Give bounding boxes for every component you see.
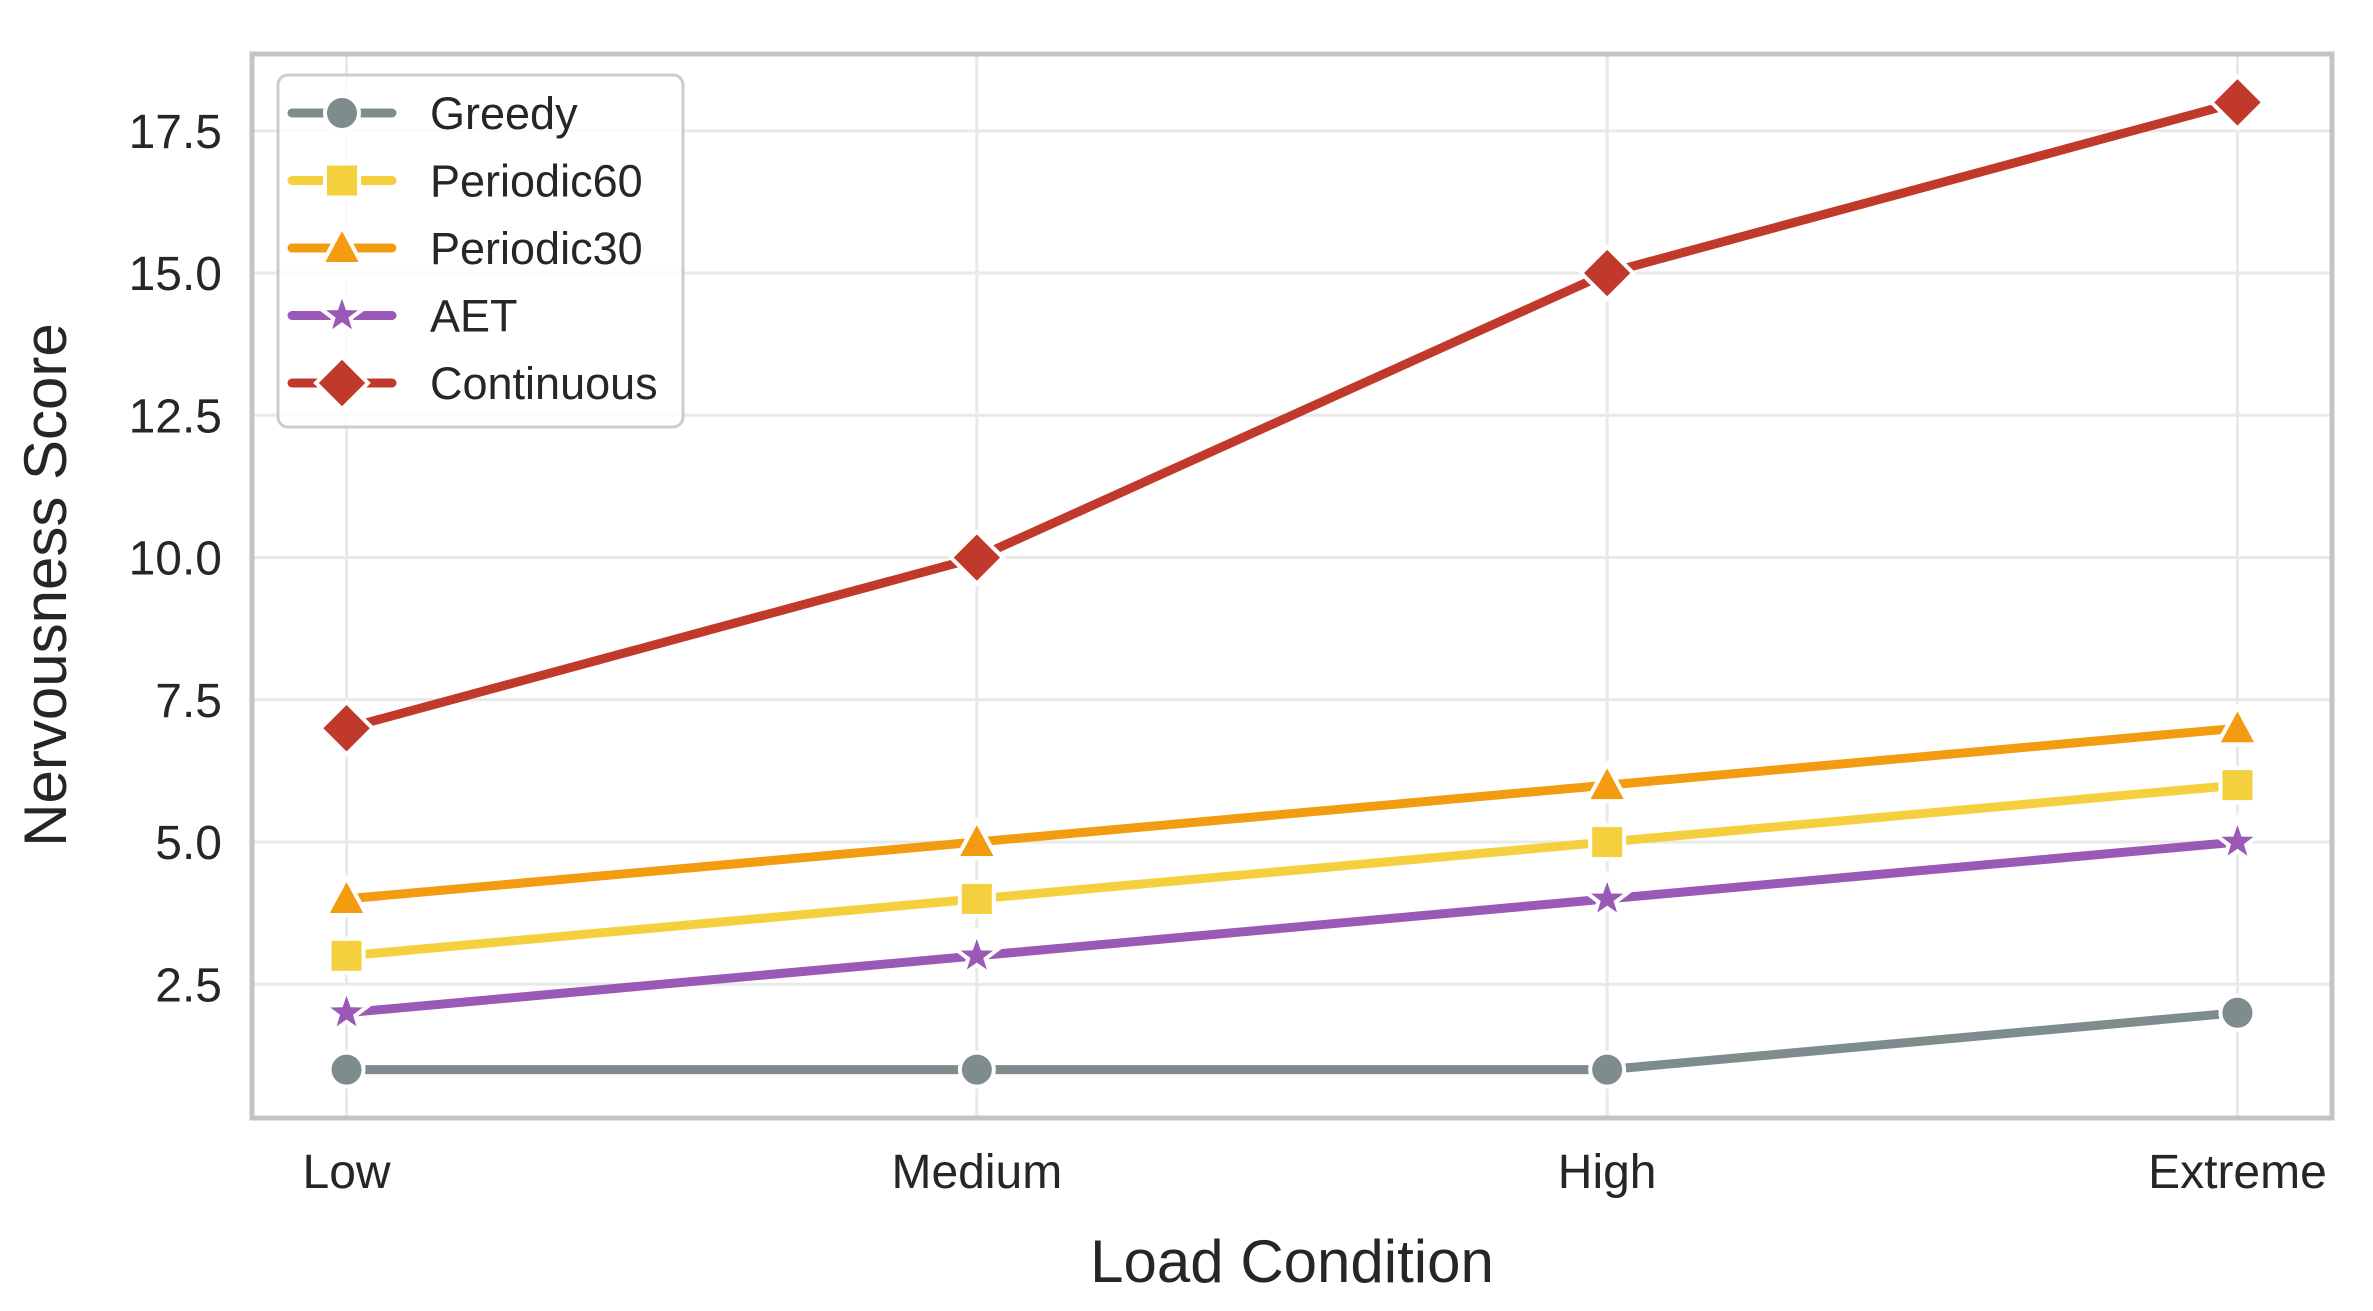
legend-item-periodic60: Periodic60 <box>287 156 643 207</box>
data-point-marker <box>957 1050 996 1089</box>
y-tick-label: 5.0 <box>155 817 222 870</box>
axes-spine <box>249 51 2335 1121</box>
data-point-marker <box>948 528 1006 587</box>
series-line <box>342 837 2242 1018</box>
axis-ticks: 2.5 5.0 7.5 10.0 12.5 15.0 17.5 Low Medium High Ex… <box>129 106 2327 1199</box>
series-periodic60 <box>327 766 2257 975</box>
data-point-marker <box>327 1050 366 1089</box>
data-point-marker <box>1588 823 1627 862</box>
data-point-marker <box>949 926 1005 980</box>
x-tick-label: Extreme <box>2148 1146 2327 1199</box>
y-tick-label: 7.5 <box>155 675 222 728</box>
data-point-marker <box>2218 766 2257 805</box>
series-aet <box>318 812 2266 1037</box>
series-line <box>342 1008 2242 1075</box>
legend-item-continuous: Continuous <box>287 354 658 412</box>
series-continuous <box>317 73 2267 758</box>
legend-label: Periodic60 <box>430 156 643 207</box>
data-point-marker <box>2208 73 2267 132</box>
series-line <box>342 780 2242 961</box>
data-point-marker <box>1578 244 1636 302</box>
series-line <box>342 723 2242 904</box>
x-axis-label: Load Condition <box>1090 1228 1494 1295</box>
data-point-marker <box>1588 1050 1627 1089</box>
y-axis-label: Nervousness Score <box>12 323 79 847</box>
legend-label: Greedy <box>430 88 578 139</box>
y-tick-label: 12.5 <box>129 390 222 443</box>
data-point-marker <box>2214 703 2261 747</box>
series-line <box>342 97 2242 733</box>
data-point-marker <box>323 873 370 917</box>
y-tick-label: 2.5 <box>155 959 222 1012</box>
legend-label: Continuous <box>430 358 658 409</box>
plot-border <box>249 51 2335 1121</box>
series-greedy <box>327 993 2257 1089</box>
data-point-marker <box>957 879 996 918</box>
x-tick-label: High <box>1558 1146 1657 1199</box>
legend-item-aet: AET <box>287 286 518 342</box>
data-point-marker <box>1583 759 1631 804</box>
y-tick-label: 15.0 <box>129 248 222 301</box>
x-tick-label: Low <box>303 1146 391 1199</box>
legend-marker <box>323 94 361 132</box>
data-point-marker <box>1579 869 1635 923</box>
legend-label: Periodic30 <box>430 223 643 274</box>
legend-marker <box>323 161 361 200</box>
series-periodic30 <box>323 703 2261 917</box>
legend-label: AET <box>430 291 518 342</box>
data-point-marker <box>953 816 1001 861</box>
legend-item-greedy: Greedy <box>287 88 578 139</box>
data-point-marker <box>2218 993 2257 1032</box>
data-point-marker <box>327 936 366 975</box>
data-series <box>317 73 2267 1089</box>
y-tick-label: 17.5 <box>129 106 222 159</box>
legend: Greedy Periodic60 Periodic30 AET Continuous <box>276 73 685 429</box>
x-tick-label: Medium <box>891 1146 1062 1199</box>
legend-marker <box>313 354 371 412</box>
data-point-marker <box>2209 812 2266 866</box>
legend-box <box>276 73 685 429</box>
data-point-marker <box>317 699 376 758</box>
y-tick-label: 10.0 <box>129 533 222 586</box>
legend-marker <box>318 222 366 266</box>
data-point-marker <box>318 983 375 1037</box>
legend-item-periodic30: Periodic30 <box>287 222 643 274</box>
legend-marker <box>314 286 370 340</box>
